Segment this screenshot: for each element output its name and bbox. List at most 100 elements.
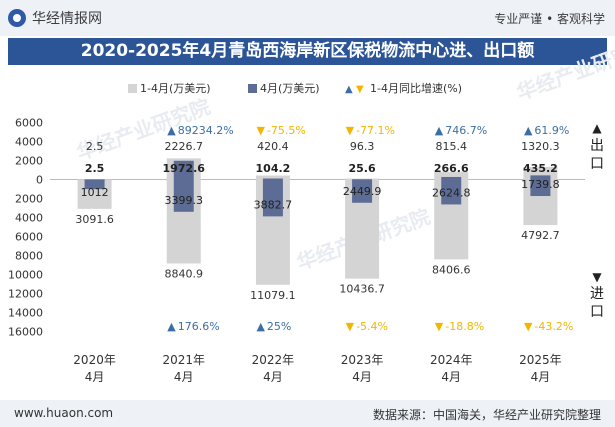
bar-import-monthly: [84, 179, 105, 190]
label-import-cumulative: 3091.6: [75, 213, 114, 226]
y-tick-label: 8000: [15, 250, 43, 263]
label-import-monthly: 1012: [81, 186, 109, 199]
label-export-cumulative: 815.4: [436, 140, 468, 153]
x-tick-label-year: 2023年: [341, 353, 384, 367]
bar-export-monthly: [441, 176, 462, 180]
label-import-cumulative: 4792.7: [521, 229, 560, 242]
import-growth-up-icon: ▲: [167, 320, 176, 333]
right-label-export-char2: 口: [590, 156, 604, 172]
legend-swatch-cumulative: [128, 84, 137, 93]
export-growth-down-icon: ▼: [256, 124, 265, 137]
label-export-cumulative: 96.3: [350, 140, 375, 153]
export-growth-up-icon: ▲: [167, 124, 176, 137]
export-growth-down-icon: ▼: [346, 124, 355, 137]
right-label-export-char1: 出: [590, 138, 604, 154]
label-import-cumulative: 8840.9: [165, 267, 204, 280]
label-export-cumulative: 2.5: [86, 140, 104, 153]
label-import-growth: -43.2%: [534, 320, 573, 333]
import-growth-down-icon: ▼: [524, 320, 533, 333]
y-tick-label: 4000: [15, 212, 43, 225]
label-import-cumulative: 8406.6: [432, 263, 471, 276]
bar-import-monthly: [530, 179, 551, 197]
right-label-import-char1: 进: [590, 286, 604, 302]
brand: 华经情报网: [8, 8, 102, 28]
right-arrow-up-icon: ▲: [592, 121, 602, 135]
right-label-import-char2: 口: [590, 304, 604, 320]
y-tick-label: 2000: [15, 155, 43, 168]
bar-import-monthly: [352, 179, 373, 203]
bar-export-cumulative: [434, 171, 469, 180]
label-import-monthly: 2449.9: [343, 185, 382, 198]
bar-import-monthly: [173, 179, 194, 212]
legend-swatch-monthly: [248, 84, 257, 93]
bar-import-monthly: [441, 179, 462, 205]
x-tick-label-year: 2024年: [430, 353, 473, 367]
label-import-monthly: 1739.8: [521, 178, 560, 191]
chart-title: 2020-2025年4月青岛西海岸新区保税物流中心进、出口额: [8, 38, 607, 65]
x-tick-label-month: 4月: [441, 370, 461, 384]
label-import-monthly: 2624.8: [432, 186, 471, 199]
y-tick-label: 6000: [15, 117, 43, 130]
label-export-cumulative: 2226.7: [165, 140, 204, 153]
bar-export-monthly: [262, 178, 283, 180]
footer-website[interactable]: www.huaon.com: [14, 406, 114, 420]
label-export-growth: 89234.2%: [178, 124, 234, 137]
x-tick-label-month: 4月: [263, 370, 283, 384]
y-tick-label: 6000: [15, 231, 43, 244]
y-tick-label: 14000: [8, 307, 43, 320]
label-import-growth: 176.6%: [178, 320, 220, 333]
tagline: 专业严谨 • 客观科学: [494, 12, 605, 26]
y-tick-label: 0: [36, 174, 43, 187]
top-bar: 华经情报网 专业严谨 • 客观科学: [0, 0, 615, 36]
x-tick-label-month: 4月: [85, 370, 105, 384]
label-export-growth: 746.7%: [445, 124, 487, 137]
legend-label-growth: 1-4月同比增速(%): [370, 81, 462, 95]
label-export-cumulative: 1320.3: [521, 140, 560, 153]
label-import-growth: 25%: [267, 320, 291, 333]
import-growth-down-icon: ▼: [346, 320, 355, 333]
bar-export-cumulative: [345, 178, 380, 180]
y-tick-label: 4000: [15, 136, 43, 149]
label-import-monthly: 3399.3: [165, 194, 204, 207]
y-tick-label: 10000: [8, 269, 43, 282]
x-tick-label-year: 2025年: [519, 353, 562, 367]
import-growth-down-icon: ▼: [435, 320, 444, 333]
brand-name: 华经情报网: [32, 11, 102, 27]
label-export-growth: -75.5%: [267, 124, 306, 137]
label-import-monthly: 3882.7: [254, 198, 293, 211]
export-growth-up-icon: ▲: [524, 124, 533, 137]
import-growth-up-icon: ▲: [256, 320, 265, 333]
legend-label-cumulative: 1-4月(万美元): [140, 82, 211, 95]
legend-label-monthly: 4月(万美元): [260, 82, 320, 95]
x-tick-label-month: 4月: [531, 370, 551, 384]
label-export-monthly: 266.6: [434, 162, 469, 175]
x-tick-label-year: 2022年: [252, 353, 295, 367]
label-export-cumulative: 420.4: [257, 140, 289, 153]
label-import-growth: -5.4%: [356, 320, 388, 333]
legend-up-triangle: ▲: [345, 84, 353, 95]
label-export-monthly: 1972.6: [163, 162, 206, 175]
label-export-monthly: 25.6: [349, 162, 376, 175]
footer: www.huaon.com 数据来源：中国海关，华经产业研究院整理: [0, 400, 615, 427]
x-tick-label-year: 2021年: [162, 353, 205, 367]
y-tick-label: 16000: [8, 326, 43, 339]
bar-export-cumulative: [255, 175, 290, 180]
export-growth-up-icon: ▲: [435, 124, 444, 137]
bar-import-monthly: [262, 179, 283, 217]
label-import-cumulative: 10436.7: [339, 283, 385, 296]
label-import-cumulative: 11079.1: [250, 289, 296, 302]
logo-icon: [8, 9, 26, 27]
y-tick-label: 12000: [8, 288, 43, 301]
label-export-monthly: 104.2: [256, 162, 291, 175]
label-export-growth: 61.9%: [534, 124, 569, 137]
bar-export-monthly: [173, 160, 194, 180]
x-tick-label-month: 4月: [174, 370, 194, 384]
bar-export-monthly: [530, 175, 551, 180]
legend-down-triangle: ▼: [356, 84, 364, 95]
label-import-growth: -18.8%: [445, 320, 484, 333]
x-tick-label-year: 2020年: [73, 353, 116, 367]
right-arrow-down-icon: ▼: [592, 270, 602, 284]
label-export-growth: -77.1%: [356, 124, 395, 137]
watermark-text: 华经产业研究院: [514, 34, 615, 104]
